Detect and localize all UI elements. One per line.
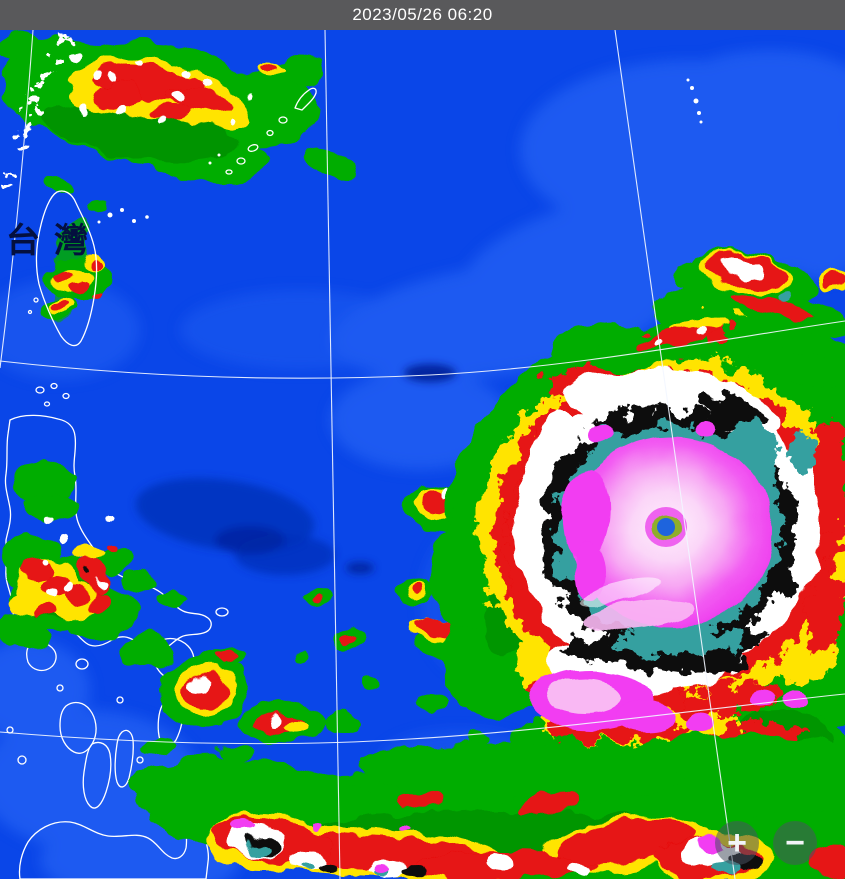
taiwan-label: 台灣: [6, 221, 102, 261]
cloud-band-northwest: [0, 33, 357, 211]
cirrus-speckles-northwest: [4, 37, 73, 194]
taiwan-island: [27, 190, 112, 347]
zoom-out-button[interactable]: −: [773, 821, 817, 865]
zoom-in-button[interactable]: +: [715, 821, 759, 865]
typhoon-eye: [645, 507, 687, 547]
convection-luzon: [0, 462, 323, 742]
islands-ryukyu: [97, 78, 703, 224]
timestamp-text: 2023/05/26 06:20: [352, 5, 493, 24]
outer-band-northeast: [590, 250, 845, 369]
timestamp-bar: 2023/05/26 06:20: [0, 0, 845, 30]
